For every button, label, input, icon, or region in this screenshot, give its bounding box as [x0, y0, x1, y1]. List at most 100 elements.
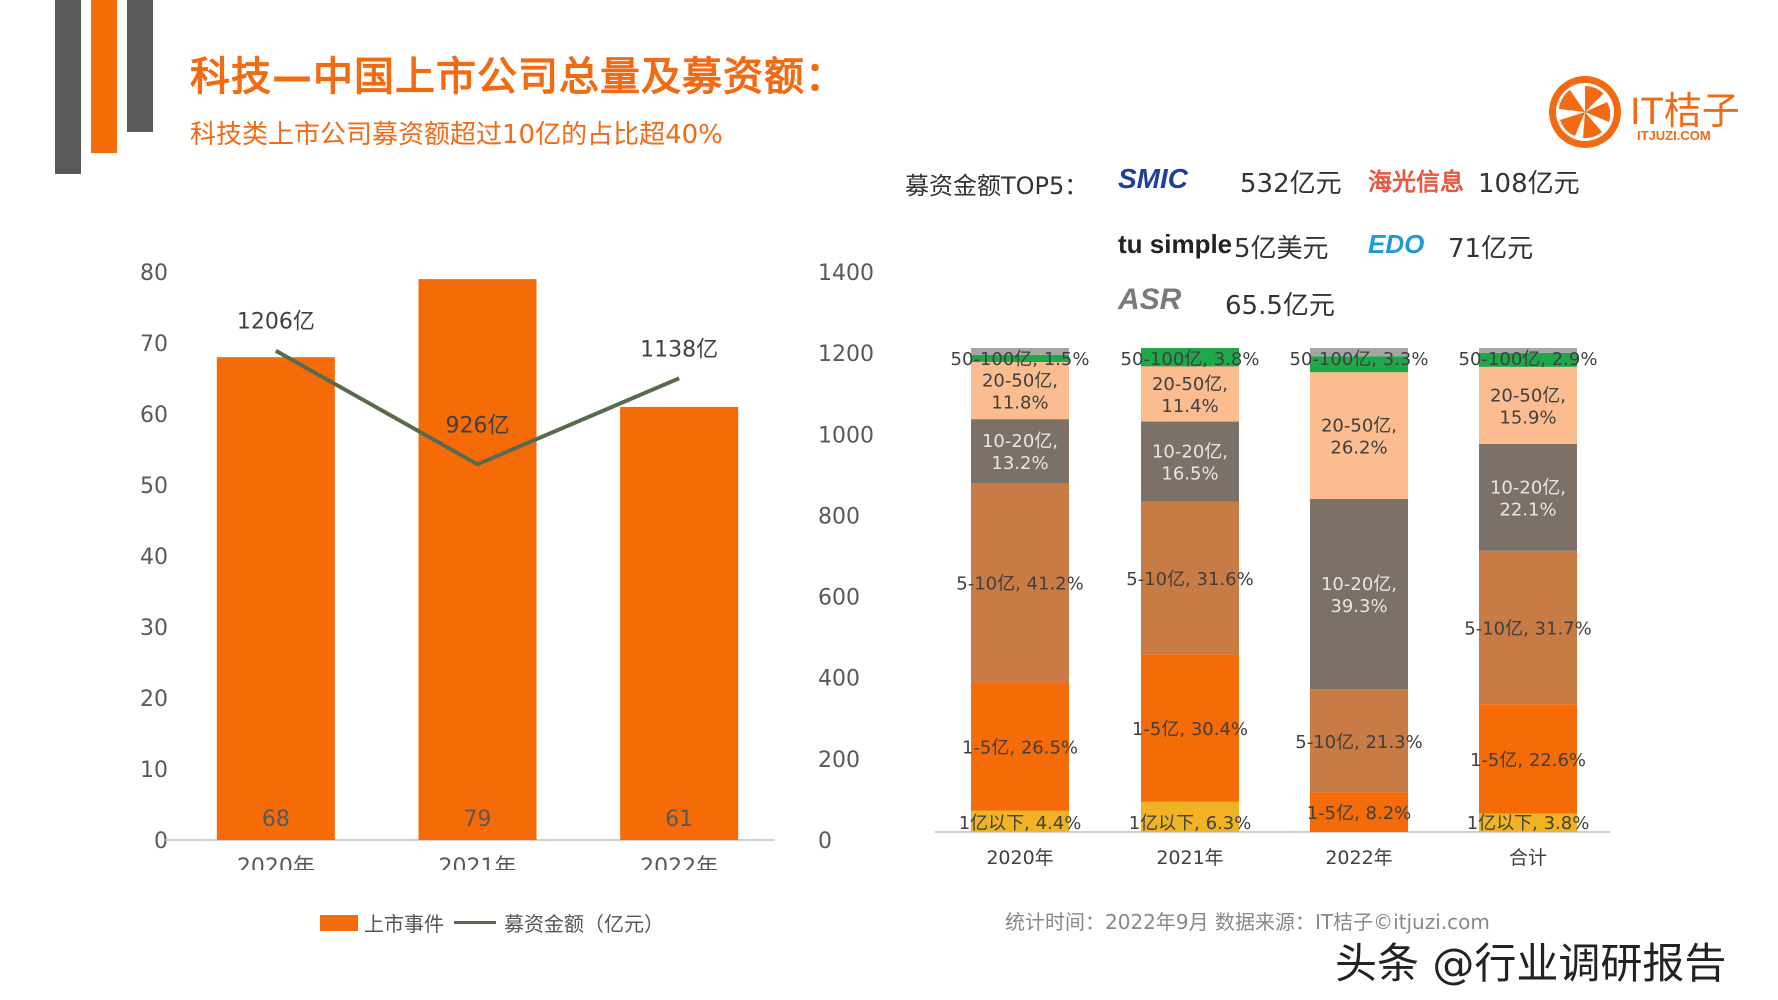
decor-bar-dark-1 — [55, 0, 81, 174]
bar-value-label: 79 — [464, 807, 492, 832]
line-value-label: 1206亿 — [237, 310, 315, 335]
orange-slice-icon — [1549, 76, 1621, 148]
stacked-segment — [971, 354, 1069, 363]
line-value-label: 1138亿 — [640, 337, 718, 362]
bar-listing-events — [620, 406, 739, 840]
segment-data-label: 10-20亿, — [1490, 477, 1566, 498]
decor-bar-dark-2 — [127, 0, 153, 132]
stacked-segment — [1479, 813, 1577, 832]
legend-bar-label: 上市事件 — [364, 912, 444, 936]
stacked-segment — [971, 419, 1069, 484]
bar-value-label: 61 — [665, 807, 693, 832]
segment-data-label: 11.4% — [1161, 396, 1218, 417]
segment-data-label: 1-5亿, 26.5% — [962, 738, 1078, 759]
right-axis-tick-label: 1400 — [818, 261, 874, 286]
bar-listing-events — [216, 357, 335, 840]
left-axis-tick-label: 10 — [140, 758, 168, 783]
stacked-segment — [1479, 366, 1577, 444]
stacked-segment — [1479, 550, 1577, 705]
x-axis-tick-label: 2022年 — [640, 855, 718, 870]
edo-logo: EDO — [1368, 222, 1438, 266]
segment-data-label: 26.2% — [1330, 438, 1387, 459]
decor-bar-orange — [91, 0, 117, 153]
segment-data-label: 22.1% — [1499, 499, 1556, 520]
stacked-segment — [1479, 443, 1577, 551]
legend-line-label: 募资金额（亿元） — [504, 912, 664, 936]
segment-data-label: 5-10亿, 31.7% — [1464, 619, 1591, 640]
left-axis-tick-label: 0 — [154, 829, 168, 854]
segment-data-label: 5-10亿, 21.3% — [1295, 732, 1422, 753]
stacked-segment — [1141, 501, 1239, 655]
right-axis-tick-label: 1000 — [818, 423, 874, 448]
bar-value-label: 68 — [262, 807, 290, 832]
stacked-segment — [971, 362, 1069, 420]
stacked-segment — [1479, 352, 1577, 367]
edo-value: 71亿元 — [1448, 234, 1534, 264]
smic-logo: SMIC — [1118, 157, 1228, 201]
stacked-segment — [1479, 704, 1577, 814]
asr-logo-text: ASR — [1118, 283, 1182, 316]
segment-data-label: 10-20亿, — [982, 431, 1058, 452]
segment-data-label: 20-50亿, — [1490, 385, 1566, 406]
stacked-segment — [971, 810, 1069, 832]
asr-value: 65.5亿元 — [1225, 291, 1335, 321]
stacked-segment — [1141, 801, 1239, 832]
segment-data-label: 5-10亿, 41.2% — [956, 574, 1083, 595]
stacked-segment — [971, 682, 1069, 811]
right-axis-tick-label: 600 — [818, 586, 860, 611]
x-axis-tick-label: 2022年 — [1325, 847, 1392, 869]
stacked-segment — [1141, 421, 1239, 502]
page-title: 科技—中国上市公司总量及募资额： — [190, 54, 846, 100]
segment-data-label: 1亿以下, 3.8% — [1467, 813, 1590, 834]
stacked-segment — [1310, 348, 1408, 357]
asr-logo: ASR — [1118, 278, 1208, 322]
tusimple-logo: tu simple — [1118, 222, 1238, 266]
hygon-value: 108亿元 — [1478, 169, 1580, 199]
right-axis-tick-label: 200 — [818, 748, 860, 773]
top5-label: 募资金额TOP5： — [905, 172, 1089, 200]
x-axis-tick-label: 合计 — [1509, 847, 1547, 869]
tusimple-value: 5亿美元 — [1234, 234, 1329, 264]
left-axis-tick-label: 40 — [140, 545, 168, 570]
segment-data-label: 50-100亿, 3.3% — [1290, 349, 1429, 370]
stacked-segment — [1310, 792, 1408, 832]
segment-data-label: 50-100亿, 2.9% — [1459, 349, 1598, 370]
segment-data-label: 1-5亿, 22.6% — [1470, 750, 1586, 771]
bar-listing-events — [418, 279, 537, 841]
stacked-segment — [1310, 499, 1408, 690]
stacked-segment — [971, 483, 1069, 683]
left-axis-tick-label: 60 — [140, 403, 168, 428]
segment-data-label: 50-100亿, 1.5% — [951, 349, 1090, 370]
page-subtitle: 科技类上市公司募资额超过10亿的占比超40% — [190, 120, 723, 150]
stacked-segment — [1310, 356, 1408, 373]
smic-logo-text: SMIC — [1118, 163, 1188, 194]
stacked-segment — [1310, 689, 1408, 793]
smic-value: 532亿元 — [1240, 169, 1342, 199]
brand-logo-text: IT桔子 — [1630, 91, 1740, 133]
legend-swatch-line — [454, 921, 496, 924]
tusimple-logo-text: tu simple — [1118, 228, 1233, 259]
chart-legend: 上市事件 募资金额（亿元） — [320, 908, 664, 937]
brand-logo: IT桔子 ITJUZI.COM — [1545, 72, 1745, 152]
segment-data-label: 11.8% — [991, 393, 1048, 414]
segment-data-label: 1亿以下, 4.4% — [959, 813, 1082, 834]
stacked-segment — [1310, 372, 1408, 500]
segment-data-label: 5-10亿, 31.6% — [1126, 569, 1253, 590]
left-axis-tick-label: 70 — [140, 332, 168, 357]
stacked-segment — [1141, 348, 1239, 367]
x-axis-tick-label: 2020年 — [986, 847, 1053, 869]
segment-data-label: 39.3% — [1330, 596, 1387, 617]
right-axis-tick-label: 0 — [818, 829, 832, 854]
segment-data-label: 10-20亿, — [1152, 441, 1228, 462]
line-value-label: 926亿 — [446, 413, 510, 438]
left-axis-tick-label: 30 — [140, 616, 168, 641]
segment-data-label: 16.5% — [1161, 463, 1218, 484]
x-axis-tick-label: 2021年 — [439, 855, 517, 870]
legend-swatch-bar — [320, 914, 358, 931]
segment-data-label: 10-20亿, — [1321, 574, 1397, 595]
stacked-segment — [1141, 366, 1239, 422]
segment-data-label: 1-5亿, 8.2% — [1307, 803, 1412, 824]
right-axis-tick-label: 400 — [818, 667, 860, 692]
stacked-segment — [971, 348, 1069, 355]
edo-logo-text: EDO — [1368, 228, 1425, 259]
